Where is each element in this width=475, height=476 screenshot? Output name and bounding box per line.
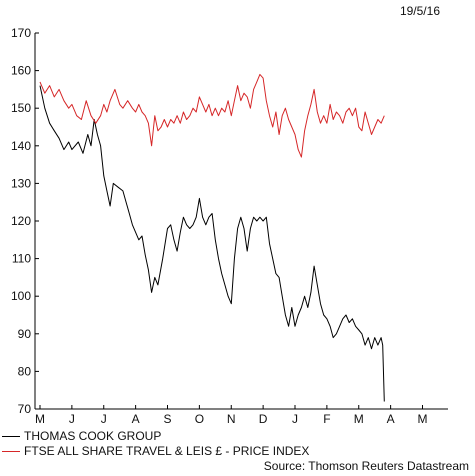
x-tick-label: F <box>323 412 330 426</box>
x-tick-label: M <box>354 412 364 426</box>
x-tick-label: J <box>292 412 298 426</box>
legend-label: THOMAS COOK GROUP <box>24 429 162 443</box>
y-tick-label: 160 <box>11 64 31 78</box>
y-tick-label: 150 <box>11 101 31 115</box>
series-line-ftse-travel <box>39 73 385 158</box>
legend-swatch-black <box>2 436 20 438</box>
x-tick-label: M <box>418 412 428 426</box>
source-note: Source: Thomson Reuters Datastream <box>263 459 469 473</box>
x-tick-label: S <box>163 412 171 426</box>
x-tick-label: D <box>259 412 268 426</box>
y-tick-label: 90 <box>18 327 32 341</box>
line-chart: 19/5/16 70 80 90 100 110 120 130 140 150 160 170 M… <box>11 4 448 426</box>
y-tick-label: 140 <box>11 139 31 153</box>
x-tick-label: J <box>69 412 75 426</box>
series-line-thomas-cook <box>39 85 385 402</box>
x-tick-label: N <box>227 412 236 426</box>
x-tick-label: J <box>101 412 107 426</box>
legend-item-ftse-travel: FTSE ALL SHARE TRAVEL & LEIS £ - PRICE I… <box>0 444 309 458</box>
y-tick-label: 110 <box>12 252 31 266</box>
y-tick-label: 100 <box>11 289 31 303</box>
date-label: 19/5/16 <box>400 4 440 18</box>
legend-item-thomas-cook: THOMAS COOK GROUP <box>0 429 161 443</box>
y-tick-label: 170 <box>11 26 31 40</box>
x-tick-label: A <box>132 412 140 426</box>
y-tick-label: 70 <box>18 402 32 416</box>
legend-swatch-red <box>2 451 20 453</box>
series-group <box>39 73 385 402</box>
legend-label: FTSE ALL SHARE TRAVEL & LEIS £ - PRICE I… <box>24 444 310 458</box>
x-tick-label: O <box>195 412 204 426</box>
x-tick-label: M <box>35 412 45 426</box>
y-tick-label: 130 <box>11 176 31 190</box>
y-tick-label: 120 <box>11 214 31 228</box>
y-tick-label: 80 <box>18 364 32 378</box>
x-tick-label: A <box>387 412 395 426</box>
y-axis-ticks: 70 80 90 100 110 120 130 140 150 160 170 <box>11 26 39 416</box>
